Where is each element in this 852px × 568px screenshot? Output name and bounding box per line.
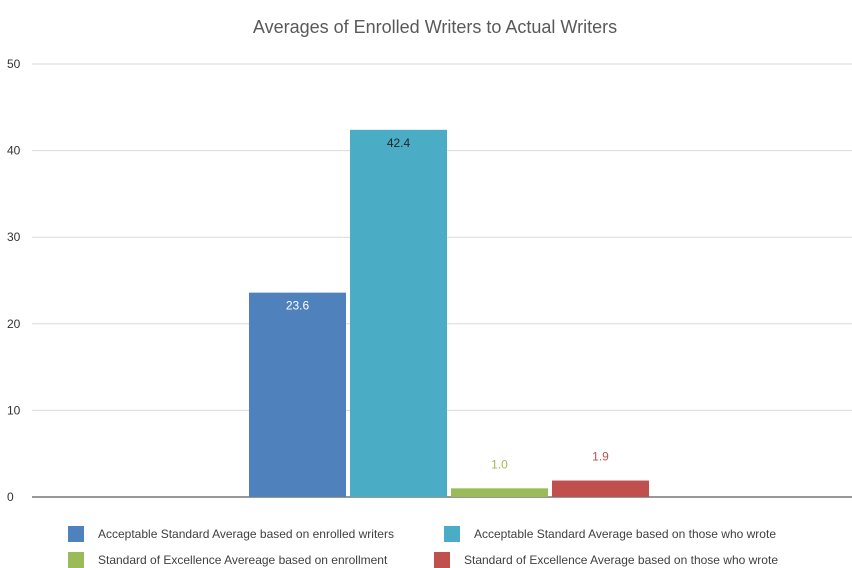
legend-item-wrote-excellence: Standard of Excellence Average based on … [434, 552, 778, 568]
y-tick-label: 50 [7, 57, 21, 71]
legend-label: Standard of Excellence Avereage based on… [98, 553, 388, 567]
chart-title: Averages of Enrolled Writers to Actual W… [253, 17, 617, 37]
legend-swatch [444, 526, 460, 542]
y-tick-label: 0 [7, 490, 14, 504]
y-tick-label: 40 [7, 144, 21, 158]
bar [451, 488, 548, 497]
legend-swatch [434, 552, 450, 568]
y-tick-label: 20 [7, 317, 21, 331]
data-labels: 23.6 42.4 1.0 1.9 [286, 136, 609, 472]
bar [249, 292, 346, 497]
legend-item-enrolled-acceptable: Acceptable Standard Average based on enr… [68, 526, 394, 542]
legend-item-enrolled-excellence: Standard of Excellence Avereage based on… [68, 552, 387, 568]
legend-label: Acceptable Standard Average based on tho… [474, 527, 776, 541]
bar-value-label: 1.0 [491, 457, 508, 471]
bar [350, 129, 447, 498]
y-tick-label: 30 [7, 230, 21, 244]
legend-label: Standard of Excellence Average based on … [464, 553, 778, 567]
bar-value-label: 23.6 [286, 299, 310, 313]
legend-swatch [68, 552, 84, 568]
bar-value-label: 1.9 [592, 450, 609, 464]
legend: Acceptable Standard Average based on enr… [0, 520, 852, 568]
bar [552, 480, 649, 497]
bars [249, 129, 649, 498]
bar-value-label: 42.4 [387, 136, 411, 150]
y-axis: 0 10 20 30 40 50 [7, 57, 21, 504]
legend-swatch [68, 526, 84, 542]
legend-item-wrote-acceptable: Acceptable Standard Average based on tho… [444, 526, 776, 542]
y-tick-label: 10 [7, 403, 21, 417]
bar-chart: Averages of Enrolled Writers to Actual W… [7, 17, 852, 504]
legend-label: Acceptable Standard Average based on enr… [98, 527, 394, 541]
